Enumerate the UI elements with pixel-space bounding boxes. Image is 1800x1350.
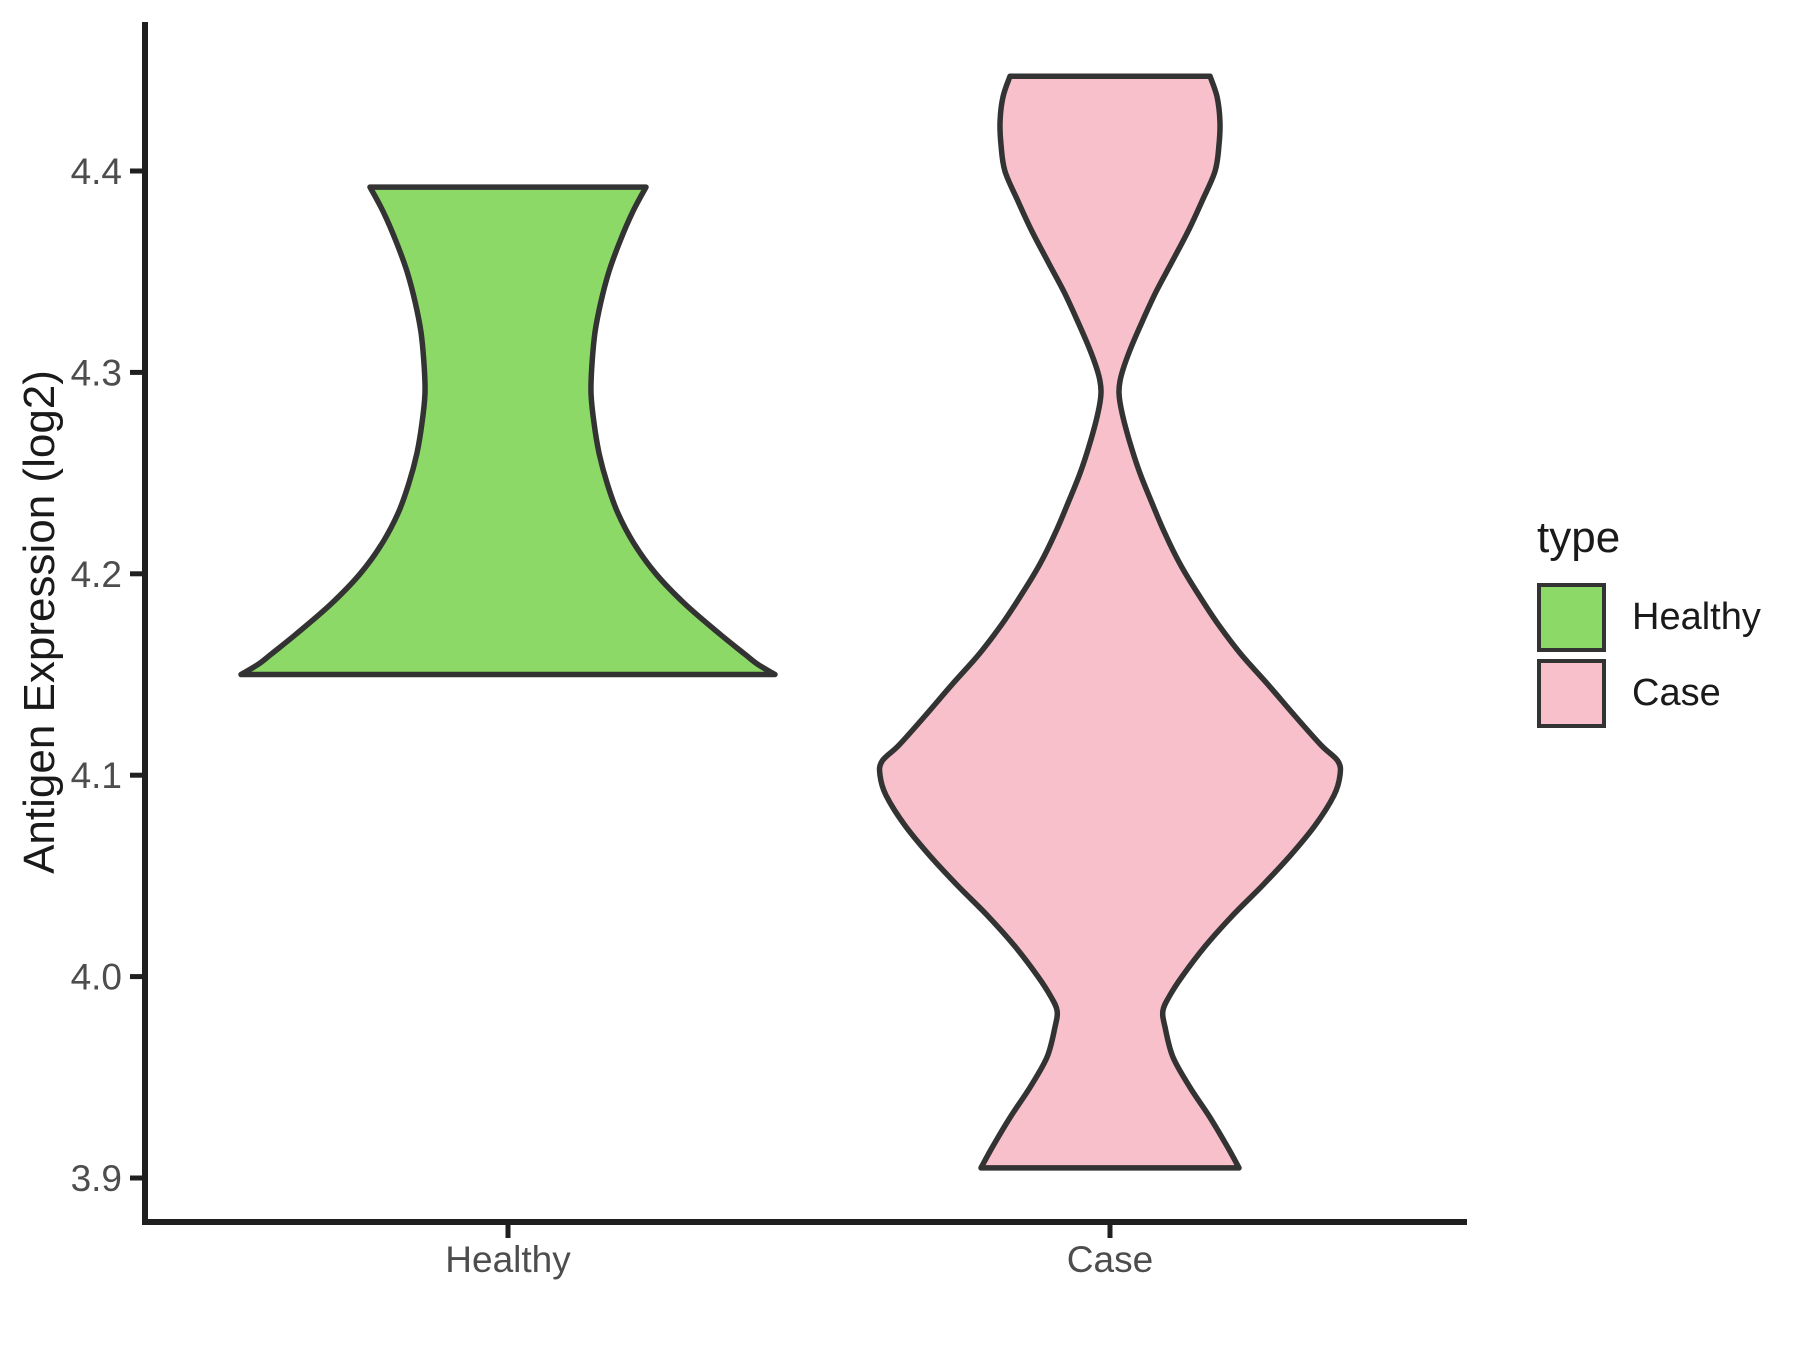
y-tick-label: 4.2	[71, 554, 122, 595]
y-tick-label: 3.9	[71, 1158, 122, 1199]
violin-healthy	[238, 184, 778, 678]
y-tick-label: 4.0	[71, 957, 122, 998]
violin-case	[876, 73, 1344, 1171]
legend-title: type	[1537, 513, 1621, 562]
legend-swatch-case	[1537, 659, 1606, 728]
y-axis-title: Antigen Expression (log2)	[15, 370, 64, 874]
y-tick-label: 4.3	[71, 352, 122, 393]
legend-swatch-healthy	[1537, 583, 1606, 652]
x-category-label: Case	[1067, 1239, 1153, 1280]
legend-label-healthy: Healthy	[1632, 596, 1761, 638]
legend-item-healthy: Healthy	[1537, 583, 1761, 652]
y-tick-label: 4.4	[71, 151, 122, 192]
x-category-label: Healthy	[445, 1239, 571, 1280]
legend-item-case: Case	[1537, 659, 1761, 728]
legend: type Healthy Case	[1537, 516, 1761, 728]
y-tick-label: 4.1	[71, 755, 122, 796]
legend-label-case: Case	[1632, 672, 1721, 714]
